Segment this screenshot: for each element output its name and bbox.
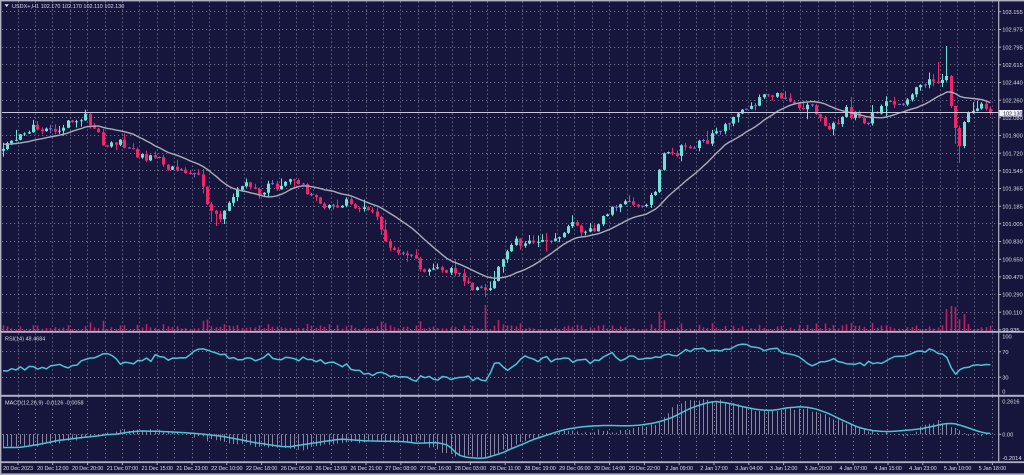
svg-text:RSI(14) 48.4684: RSI(14) 48.4684 [5,336,45,342]
svg-text:29 Dec 14:00: 29 Dec 14:00 [594,466,625,472]
svg-text:100: 100 [1002,334,1012,340]
svg-text:101.720: 101.720 [1002,151,1023,157]
svg-text:102.130: 102.130 [1003,111,1023,117]
svg-text:28 Dec 19:00: 28 Dec 19:00 [524,466,555,472]
svg-text:MACD(12,26,9) -0.0126 -0.0058: MACD(12,26,9) -0.0126 -0.0058 [5,400,84,406]
svg-text:100.290: 100.290 [1002,293,1023,299]
svg-text:100.650: 100.650 [1002,257,1023,263]
svg-text:3 Jan 20:00: 3 Jan 20:00 [805,466,832,472]
svg-text:102.615: 102.615 [1002,63,1023,69]
svg-text:102.975: 102.975 [1002,28,1023,34]
svg-text:99.935: 99.935 [1002,328,1019,334]
svg-text:0.2616: 0.2616 [1002,399,1019,405]
svg-text:28 Dec 11:00: 28 Dec 11:00 [490,466,521,472]
svg-text:-0.2014: -0.2014 [1002,456,1021,462]
svg-text:70: 70 [1002,350,1008,356]
svg-text:22 Dec 18:00: 22 Dec 18:00 [246,466,277,472]
svg-text:3 Jan 12:00: 3 Jan 12:00 [770,466,797,472]
svg-text:0.00: 0.00 [1002,433,1013,439]
svg-text:2 Jan 17:00: 2 Jan 17:00 [700,466,727,472]
svg-text:101.005: 101.005 [1002,222,1023,228]
svg-text:102.260: 102.260 [1002,98,1023,104]
svg-text:101.185: 101.185 [1002,204,1023,210]
svg-text:101.900: 101.900 [1002,134,1023,140]
svg-text:100.470: 100.470 [1002,275,1023,281]
svg-text:22 Dec 10:00: 22 Dec 10:00 [211,466,242,472]
svg-text:4 Jan 07:00: 4 Jan 07:00 [839,466,866,472]
svg-text:26 Dec 21:00: 26 Dec 21:00 [350,466,381,472]
svg-text:5 Jan 10:00: 5 Jan 10:00 [944,466,971,472]
svg-text:101.365: 101.365 [1002,187,1023,193]
svg-text:21 Dec 23:00: 21 Dec 23:00 [176,466,207,472]
svg-text:101.545: 101.545 [1002,169,1023,175]
svg-text:100.110: 100.110 [1002,310,1022,316]
svg-text:30: 30 [1002,376,1008,382]
svg-text:26 Dec 13:00: 26 Dec 13:00 [316,466,347,472]
svg-text:29 Dec 06:00: 29 Dec 06:00 [559,466,590,472]
svg-text:USDX+,H1 102.170 102.170 102.1: USDX+,H1 102.170 102.170 102.110 102.130 [12,4,124,10]
svg-text:20 Dec 20:00: 20 Dec 20:00 [72,466,103,472]
svg-text:21 Dec 07:00: 21 Dec 07:00 [107,466,138,472]
svg-text:27 Dec 08:00: 27 Dec 08:00 [385,466,416,472]
svg-text:102.440: 102.440 [1002,81,1023,87]
svg-text:20 Dec 12:00: 20 Dec 12:00 [37,466,68,472]
svg-text:4 Jan 15:00: 4 Jan 15:00 [874,466,901,472]
svg-text:102.795: 102.795 [1002,45,1023,51]
svg-text:103.155: 103.155 [1002,10,1023,16]
svg-text:100.830: 100.830 [1002,240,1023,246]
svg-text:27 Dec 16:00: 27 Dec 16:00 [420,466,451,472]
svg-text:26 Dec 05:00: 26 Dec 05:00 [281,466,312,472]
svg-text:0: 0 [1002,390,1005,396]
svg-text:3 Jan 04:00: 3 Jan 04:00 [735,466,762,472]
svg-text:29 Dec 22:00: 29 Dec 22:00 [629,466,660,472]
svg-text:5 Jan 18:00: 5 Jan 18:00 [979,466,1006,472]
svg-text:21 Dec 15:00: 21 Dec 15:00 [142,466,173,472]
svg-text:20 Dec 2023: 20 Dec 2023 [3,466,33,472]
svg-text:28 Dec 03:00: 28 Dec 03:00 [455,466,486,472]
svg-text:2 Jan 09:00: 2 Jan 09:00 [665,466,692,472]
svg-text:4 Jan 23:00: 4 Jan 23:00 [909,466,936,472]
svg-text:102.080: 102.080 [1002,116,1023,122]
